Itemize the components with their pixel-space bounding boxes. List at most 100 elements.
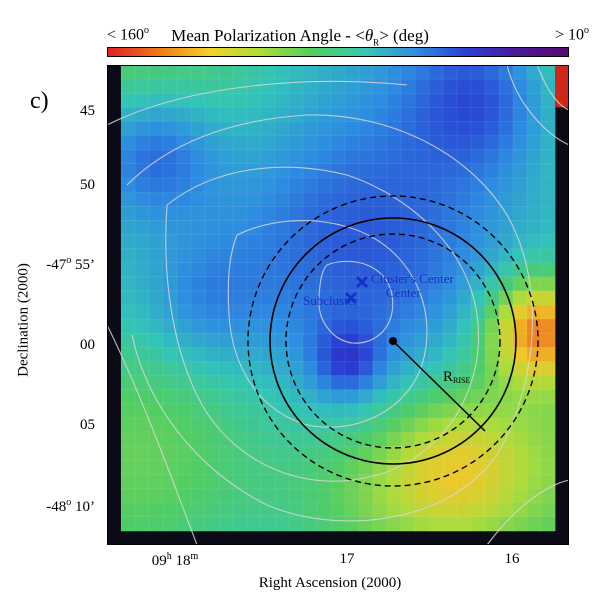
heatmap-cell	[400, 516, 416, 532]
heatmap-cell	[498, 163, 514, 179]
heatmap-cell	[218, 107, 234, 122]
heatmap-cell	[176, 304, 192, 320]
heatmap-cell	[512, 276, 528, 292]
heatmap-cell	[134, 318, 150, 334]
heatmap-cell	[120, 474, 136, 490]
heatmap-cell	[204, 318, 220, 334]
heatmap-cell	[316, 65, 332, 80]
heatmap-cell	[232, 262, 248, 278]
heatmap-cell	[372, 333, 388, 348]
heatmap-cell	[288, 191, 304, 207]
heatmap-cell	[372, 488, 388, 504]
heatmap-cell	[330, 121, 346, 137]
heatmap-cell	[246, 262, 262, 278]
polarization-map: Cluster's Center Center Subcluster RRISE	[107, 65, 569, 545]
heatmap-cell	[414, 234, 430, 250]
heatmap-cell	[162, 78, 178, 94]
heatmap-cell	[176, 488, 192, 504]
heatmap-cell	[274, 107, 290, 122]
heatmap-cell	[148, 107, 164, 122]
heatmap-cell	[190, 304, 206, 320]
heatmap-cell	[330, 375, 346, 391]
heatmap-cell	[330, 135, 346, 151]
heatmap-cell	[288, 488, 304, 504]
heatmap-cell	[484, 333, 500, 348]
heatmap-cell	[190, 234, 206, 250]
heatmap-cell	[288, 234, 304, 250]
heatmap-cell	[414, 389, 430, 405]
heatmap-cell	[302, 445, 318, 461]
heatmap-cell	[246, 149, 262, 165]
heatmap-cell	[218, 220, 234, 235]
heatmap-cell	[190, 149, 206, 165]
heatmap-cell	[260, 220, 276, 235]
heatmap-cell	[344, 502, 360, 518]
heatmap-cell	[428, 304, 444, 320]
heatmap-cell	[540, 135, 556, 151]
heatmap-cell	[148, 262, 164, 278]
heatmap-cell	[372, 361, 388, 377]
heatmap-cell	[526, 163, 542, 179]
heatmap-cell	[218, 389, 234, 405]
heatmap-cell	[274, 488, 290, 504]
heatmap-cell	[470, 304, 486, 320]
heatmap-cell	[148, 78, 164, 94]
heatmap-cell	[260, 417, 276, 433]
heatmap-cell	[484, 431, 500, 447]
heatmap-cell	[204, 290, 220, 306]
heatmap-cell	[288, 121, 304, 137]
heatmap-cell	[176, 262, 192, 278]
heatmap-cell	[400, 318, 416, 334]
heatmap-cell	[232, 502, 248, 518]
heatmap-cell	[120, 304, 136, 320]
heatmap-cell	[204, 431, 220, 447]
heatmap-cell	[316, 191, 332, 207]
heatmap-cell	[218, 205, 234, 221]
heatmap-cell	[204, 276, 220, 292]
heatmap-cell	[540, 474, 556, 490]
heatmap-cell	[288, 276, 304, 292]
heatmap-cell	[134, 65, 150, 80]
heatmap-cell	[204, 361, 220, 377]
heatmap-cell	[358, 248, 374, 264]
contour-line	[126, 114, 533, 522]
heatmap-cell	[512, 488, 528, 504]
heatmap-cell	[134, 290, 150, 306]
heatmap-cell	[428, 417, 444, 433]
heatmap-cell	[484, 149, 500, 165]
heatmap-cell	[204, 107, 220, 122]
heatmap-cell	[204, 488, 220, 504]
heatmap-cell	[386, 347, 402, 362]
center-word-label: Center	[386, 285, 421, 300]
heatmap-cell	[134, 474, 150, 490]
heatmap-cell	[162, 163, 178, 179]
heatmap-cell	[498, 474, 514, 490]
heatmap-cell	[512, 191, 528, 207]
heatmap-cell	[372, 318, 388, 334]
contour-line	[536, 65, 569, 111]
contour-line	[107, 80, 408, 126]
heatmap-cell	[484, 502, 500, 518]
heatmap-cell	[302, 135, 318, 151]
heatmap-cell	[288, 220, 304, 235]
heatmap-cell	[162, 333, 178, 348]
heatmap-cells	[120, 65, 569, 532]
heatmap-cell	[246, 403, 262, 419]
heatmap-cell	[540, 445, 556, 461]
heatmap-cell	[120, 290, 136, 306]
heatmap-cell	[358, 290, 374, 306]
heatmap-cell	[428, 318, 444, 334]
heatmap-cell	[512, 234, 528, 250]
contour-line	[227, 220, 428, 428]
heatmap-cell	[512, 65, 528, 80]
heatmap-cell	[162, 276, 178, 292]
heatmap-cell	[232, 403, 248, 419]
heatmap-cell	[442, 488, 458, 504]
heatmap-cell	[470, 107, 486, 122]
heatmap-cell	[414, 248, 430, 264]
heatmap-cell	[456, 135, 472, 151]
heatmap-cell	[120, 389, 136, 405]
heatmap-cell	[148, 121, 164, 137]
heatmap-cell	[470, 177, 486, 193]
heatmap-cell	[190, 205, 206, 221]
